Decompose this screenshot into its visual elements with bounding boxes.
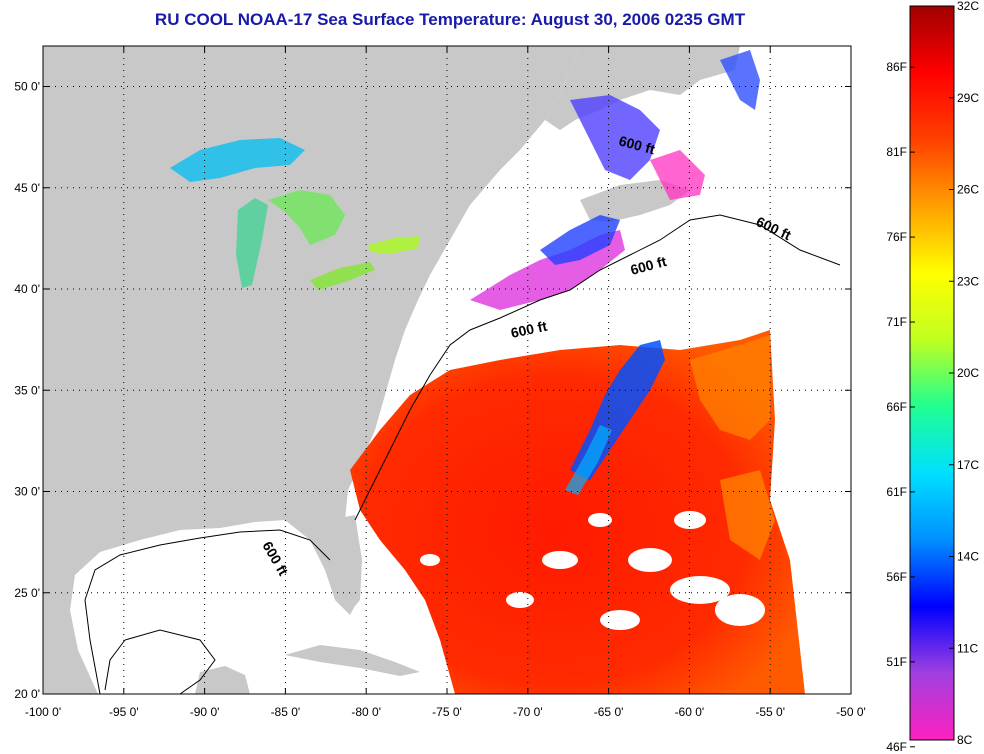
lon-tick-label: -50 0' [836,705,866,719]
colorbar: 32C 29C 26C 23C 20C 17C 14C 11C 8C 86F 81F 76F 71F 66… [886,0,979,754]
nova-scotia-land [580,180,690,222]
lat-tick-label: 40 0' [14,282,40,296]
lon-tick-label: -60 0' [675,705,705,719]
celsius-tick-label: 20C [957,366,979,380]
lon-tick-label: -80 0' [351,705,381,719]
lake-erie [310,262,375,290]
lake-michigan [236,198,268,288]
labrador-blue [720,50,760,110]
lat-tick-label: 30 0' [14,485,40,499]
fahrenheit-tick-label: 56F [886,570,907,584]
fahrenheit-tick-label: 46F [886,740,907,754]
graticule [43,46,851,694]
celsius-tick-label: 29C [957,91,979,105]
florida-land [330,515,362,612]
axis-ticks [42,46,852,695]
map-title: RU COOL NOAA-17 Sea Surface Temperature:… [154,10,746,29]
lake-superior [170,138,305,182]
lon-tick-label: -95 0' [109,705,139,719]
map-panel: 600 ft 600 ft 600 ft 600 ft 600 ft [43,46,851,694]
lat-tick-label: 25 0' [14,586,40,600]
lon-tick-label: -100 0' [25,705,61,719]
orange-patch [720,470,775,560]
lon-tick-label: -65 0' [594,705,624,719]
cold-water-tongue [565,425,612,495]
600ft-contour-atlantic [354,214,841,521]
celsius-tick-label: 23C [957,274,979,288]
orange-patch [690,335,770,440]
contour-label: 600 ft [509,318,548,341]
lon-tick-label: -75 0' [432,705,462,719]
fahrenheit-tick-label: 71F [886,315,907,329]
fahrenheit-tick-label: 81F [886,145,907,159]
fahrenheit-tick-label: 51F [886,655,907,669]
fahrenheit-tick-label: 66F [886,400,907,414]
shelf-blue [540,215,620,265]
lat-tick-label: 35 0' [14,383,40,397]
lake-ontario [368,236,420,254]
lon-tick-label: -85 0' [271,705,301,719]
celsius-tick-label: 17C [957,458,979,472]
600ft-contour-gulf [84,529,331,694]
lat-tick-label: 20 0' [14,687,40,701]
yucatan-land [195,666,250,694]
celsius-tick-label: 14C [957,550,979,564]
colorbar-ticks: 32C 29C 26C 23C 20C 17C 14C 11C 8C 86F 81F 76F 71F 66… [886,0,979,754]
north-america-land [43,46,580,694]
fahrenheit-tick-label: 61F [886,485,907,499]
lat-tick-label: 50 0' [14,80,40,94]
lon-tick-label: -55 0' [755,705,785,719]
fahrenheit-tick-label: 76F [886,230,907,244]
celsius-tick-label: 8C [957,733,973,747]
fahrenheit-tick-label: 86F [886,60,907,74]
celsius-tick-label: 11C [957,641,978,655]
celsius-tick-label: 32C [957,0,979,13]
600ft-contour-inner-gulf [104,629,216,694]
lake-huron [268,190,345,245]
lon-tick-label: -70 0' [513,705,543,719]
gulf-st-lawrence [570,95,660,180]
celsius-tick-label: 26C [957,183,979,197]
cloud-patches [420,511,765,630]
lon-tick-label: -90 0' [190,705,220,719]
cuba-land [285,645,420,676]
lat-tick-label: 45 0' [14,181,40,195]
colorbar-gradient [909,5,955,741]
axis-labels: -100 0' -95 0' -90 0' -85 0' -80 0' -75 0' -70… [14,80,865,720]
